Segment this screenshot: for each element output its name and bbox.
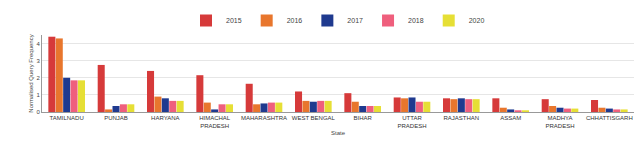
svg-text:MAHARASHTRA: MAHARASHTRA xyxy=(241,115,287,121)
svg-text:State: State xyxy=(331,130,346,136)
svg-text:2016: 2016 xyxy=(287,17,303,24)
svg-text:HIMACHALPRADESH: HIMACHALPRADESH xyxy=(199,115,231,129)
svg-text:BIHAR: BIHAR xyxy=(353,115,372,121)
svg-text:2015: 2015 xyxy=(226,17,242,24)
svg-text:3: 3 xyxy=(36,58,40,64)
svg-text:ASSAM: ASSAM xyxy=(500,115,521,121)
svg-text:Normalised Query Frequency: Normalised Query Frequency xyxy=(28,34,34,112)
svg-text:CHHATTISGARH: CHHATTISGARH xyxy=(586,115,633,121)
svg-text:0: 0 xyxy=(36,109,40,115)
svg-text:2017: 2017 xyxy=(347,17,363,24)
svg-text:PUNJAB: PUNJAB xyxy=(104,115,128,121)
svg-text:UTTARPRADESH: UTTARPRADESH xyxy=(397,115,426,129)
svg-text:2018: 2018 xyxy=(408,17,424,24)
svg-text:RAJASTHAN: RAJASTHAN xyxy=(443,115,479,121)
svg-text:TAMILNADU: TAMILNADU xyxy=(50,115,84,121)
svg-text:MADHYAPRADESH: MADHYAPRADESH xyxy=(545,115,574,129)
svg-text:WEST BENGAL: WEST BENGAL xyxy=(292,115,336,121)
svg-text:1: 1 xyxy=(36,92,40,98)
svg-text:2: 2 xyxy=(36,75,40,81)
svg-text:HARYANA: HARYANA xyxy=(151,115,179,121)
svg-text:2020: 2020 xyxy=(469,17,485,24)
svg-text:4: 4 xyxy=(36,41,40,47)
